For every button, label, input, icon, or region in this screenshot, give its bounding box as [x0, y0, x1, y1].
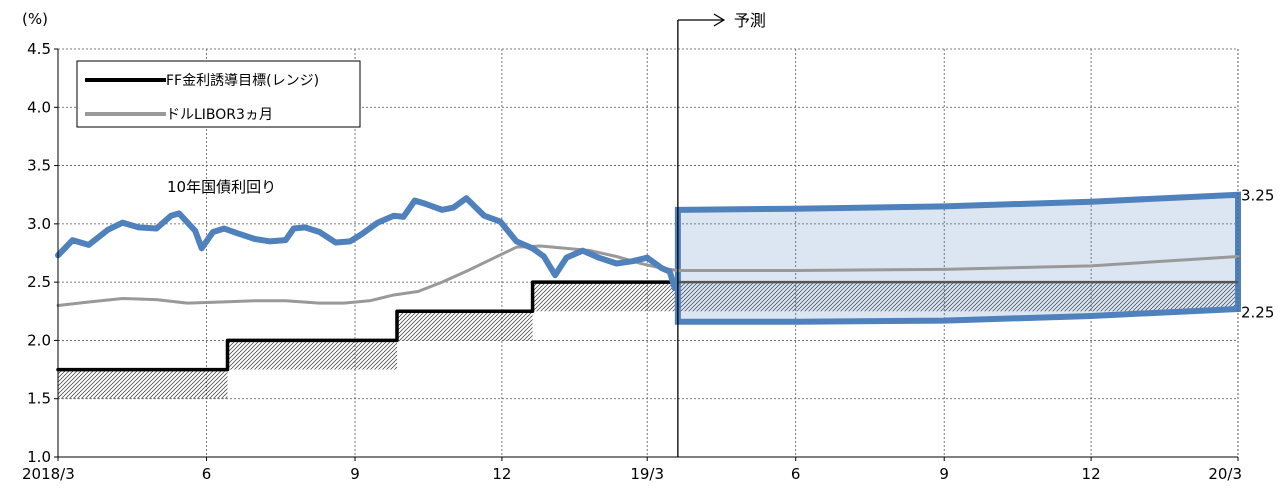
ff-range-hatch-segment	[227, 340, 397, 370]
legend-label-0: FF金利誘導目標(レンジ)	[166, 73, 319, 89]
y-tick-label: 1.5	[27, 390, 51, 408]
band-upper-label: 3.25	[1241, 187, 1274, 205]
y-tick-label: 4.0	[27, 98, 51, 116]
x-tick-label: 6	[202, 465, 212, 483]
series-lines	[55, 195, 1240, 372]
forecast-marker: 予測	[677, 11, 766, 457]
y-tick-label: 2.0	[27, 331, 51, 349]
forecast-band	[674, 191, 1241, 325]
series-label-10y: 10年国債利回り	[167, 178, 276, 196]
legend-label-1: ドルLIBOR3ヵ月	[166, 107, 273, 123]
band-lower-label: 2.25	[1241, 303, 1274, 321]
x-tick-label: 6	[791, 465, 801, 483]
y-unit-label: (%)	[22, 10, 48, 28]
x-tick-label: 9	[350, 465, 360, 483]
x-tick-label: 20/3	[1208, 465, 1242, 483]
y-tick-label: 3.0	[27, 215, 51, 233]
y-tick-label: 4.5	[27, 40, 51, 58]
annotations: 10年国債利回り 3.25 2.25	[167, 178, 1274, 321]
forecast-band-area	[674, 191, 1241, 325]
x-tick-labels: 2018/3 6 9 12 19/3 6 9 12 20/3	[22, 465, 1242, 483]
x-tick-label: 9	[939, 465, 949, 483]
y-tick-label: 2.5	[27, 273, 51, 291]
series-line-2	[55, 195, 681, 291]
x-tick-label: 19/3	[630, 465, 664, 483]
y-tick-labels: 1.0 1.5 2.0 2.5 3.0 3.5 4.0 4.5	[27, 40, 51, 466]
ff-range-hatch	[58, 282, 1238, 399]
forecast-arrow-head	[713, 13, 726, 27]
ff-range-hatch-segment	[532, 282, 1238, 312]
ff-range-hatch-segment	[396, 311, 533, 341]
y-tick-label: 3.5	[27, 157, 51, 175]
ff-range-hatch-segment	[58, 369, 228, 399]
y-tick-label: 1.0	[27, 448, 51, 466]
x-tick-label: 12	[1082, 465, 1101, 483]
forecast-label: 予測	[734, 11, 766, 30]
legend: FF金利誘導目標(レンジ) ドルLIBOR3ヵ月	[76, 60, 361, 128]
axes	[54, 48, 1239, 461]
x-tick-label: 2018/3	[22, 465, 75, 483]
series-line-0	[56, 280, 680, 372]
x-tick-label: 12	[492, 465, 511, 483]
